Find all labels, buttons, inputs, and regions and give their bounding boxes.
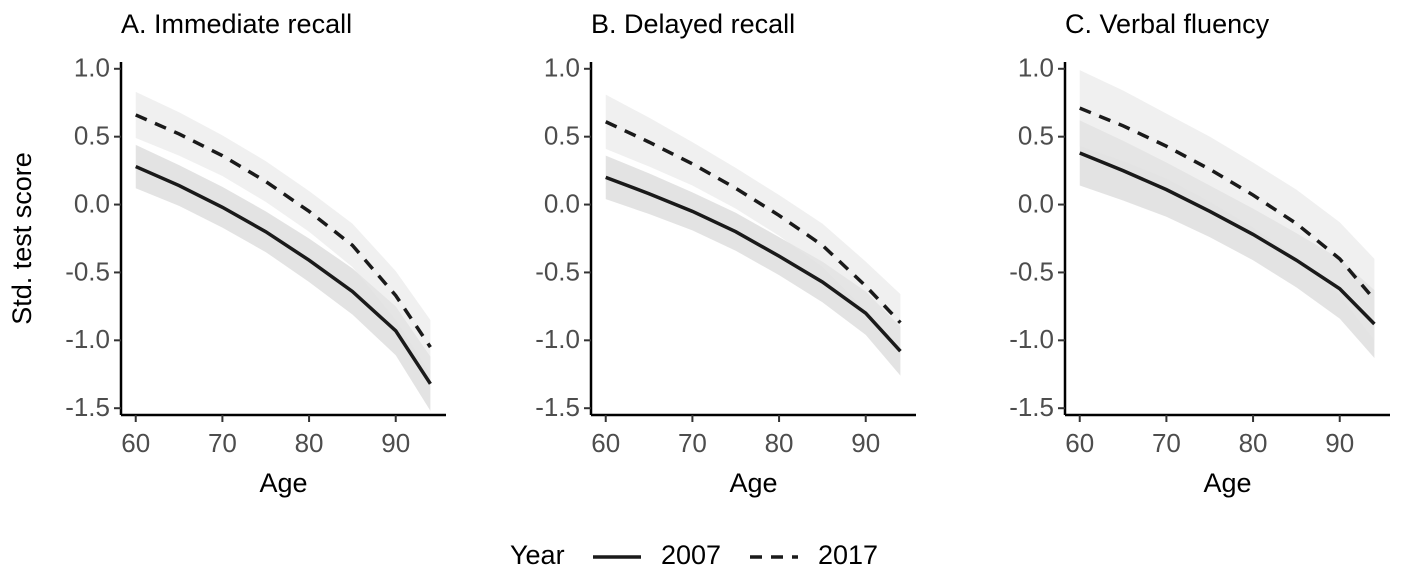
series-line	[1079, 106, 1376, 301]
x-tick-label: 90	[851, 428, 880, 458]
x-tick-label: 70	[1152, 428, 1181, 458]
series-line	[135, 113, 432, 349]
y-tick-label: 1.0	[1018, 53, 1054, 83]
y-tick-label: -0.5	[1009, 256, 1054, 286]
y-tick-label: 0.5	[1018, 121, 1054, 151]
series-line	[605, 175, 902, 353]
y-tick-label: -0.5	[535, 256, 580, 286]
panel-title: C. Verbal fluency	[1065, 9, 1270, 39]
y-tick-label: 0.5	[544, 121, 580, 151]
confidence-band	[1079, 120, 1375, 358]
y-tick-label: 1.0	[74, 53, 110, 83]
x-tick-label: 80	[1239, 428, 1268, 458]
y-tick-label: 0.0	[544, 188, 580, 218]
legend-label: 2007	[661, 540, 721, 570]
x-tick-label: 80	[295, 428, 324, 458]
x-tick-label: 60	[591, 428, 620, 458]
x-tick-label: 80	[765, 428, 794, 458]
confidence-band	[135, 144, 431, 411]
confidence-band	[1079, 70, 1375, 341]
x-axis-label: Age	[1203, 468, 1251, 498]
x-tick-label: 90	[381, 428, 410, 458]
legend-title: Year	[510, 540, 565, 570]
y-tick-label: -1.5	[1009, 392, 1054, 422]
series-line	[1079, 151, 1376, 326]
x-tick-label: 90	[1325, 428, 1354, 458]
panel-title: B. Delayed recall	[591, 9, 795, 39]
y-tick-label: -1.5	[535, 392, 580, 422]
y-tick-label: -0.5	[65, 256, 110, 286]
series-line	[604, 120, 902, 324]
confidence-band	[605, 155, 901, 376]
y-tick-label: 0.5	[74, 121, 110, 151]
series-line	[135, 164, 432, 385]
y-tick-label: -1.0	[65, 324, 110, 354]
x-tick-label: 60	[1065, 428, 1094, 458]
y-tick-label: 0.0	[74, 188, 110, 218]
y-tick-label: 0.0	[1018, 188, 1054, 218]
y-tick-label: -1.0	[1009, 324, 1054, 354]
y-axis-label: Std. test score	[7, 152, 37, 325]
confidence-band	[135, 91, 431, 375]
x-tick-label: 70	[208, 428, 237, 458]
y-tick-label: -1.5	[65, 392, 110, 422]
confidence-band	[605, 94, 901, 352]
x-axis-label: Age	[729, 468, 777, 498]
y-tick-label: -1.0	[535, 324, 580, 354]
x-tick-label: 60	[121, 428, 150, 458]
x-tick-label: 70	[678, 428, 707, 458]
legend-label: 2017	[818, 540, 878, 570]
y-tick-label: 1.0	[544, 53, 580, 83]
x-axis-label: Age	[259, 468, 307, 498]
panel-title: A. Immediate recall	[121, 9, 352, 39]
